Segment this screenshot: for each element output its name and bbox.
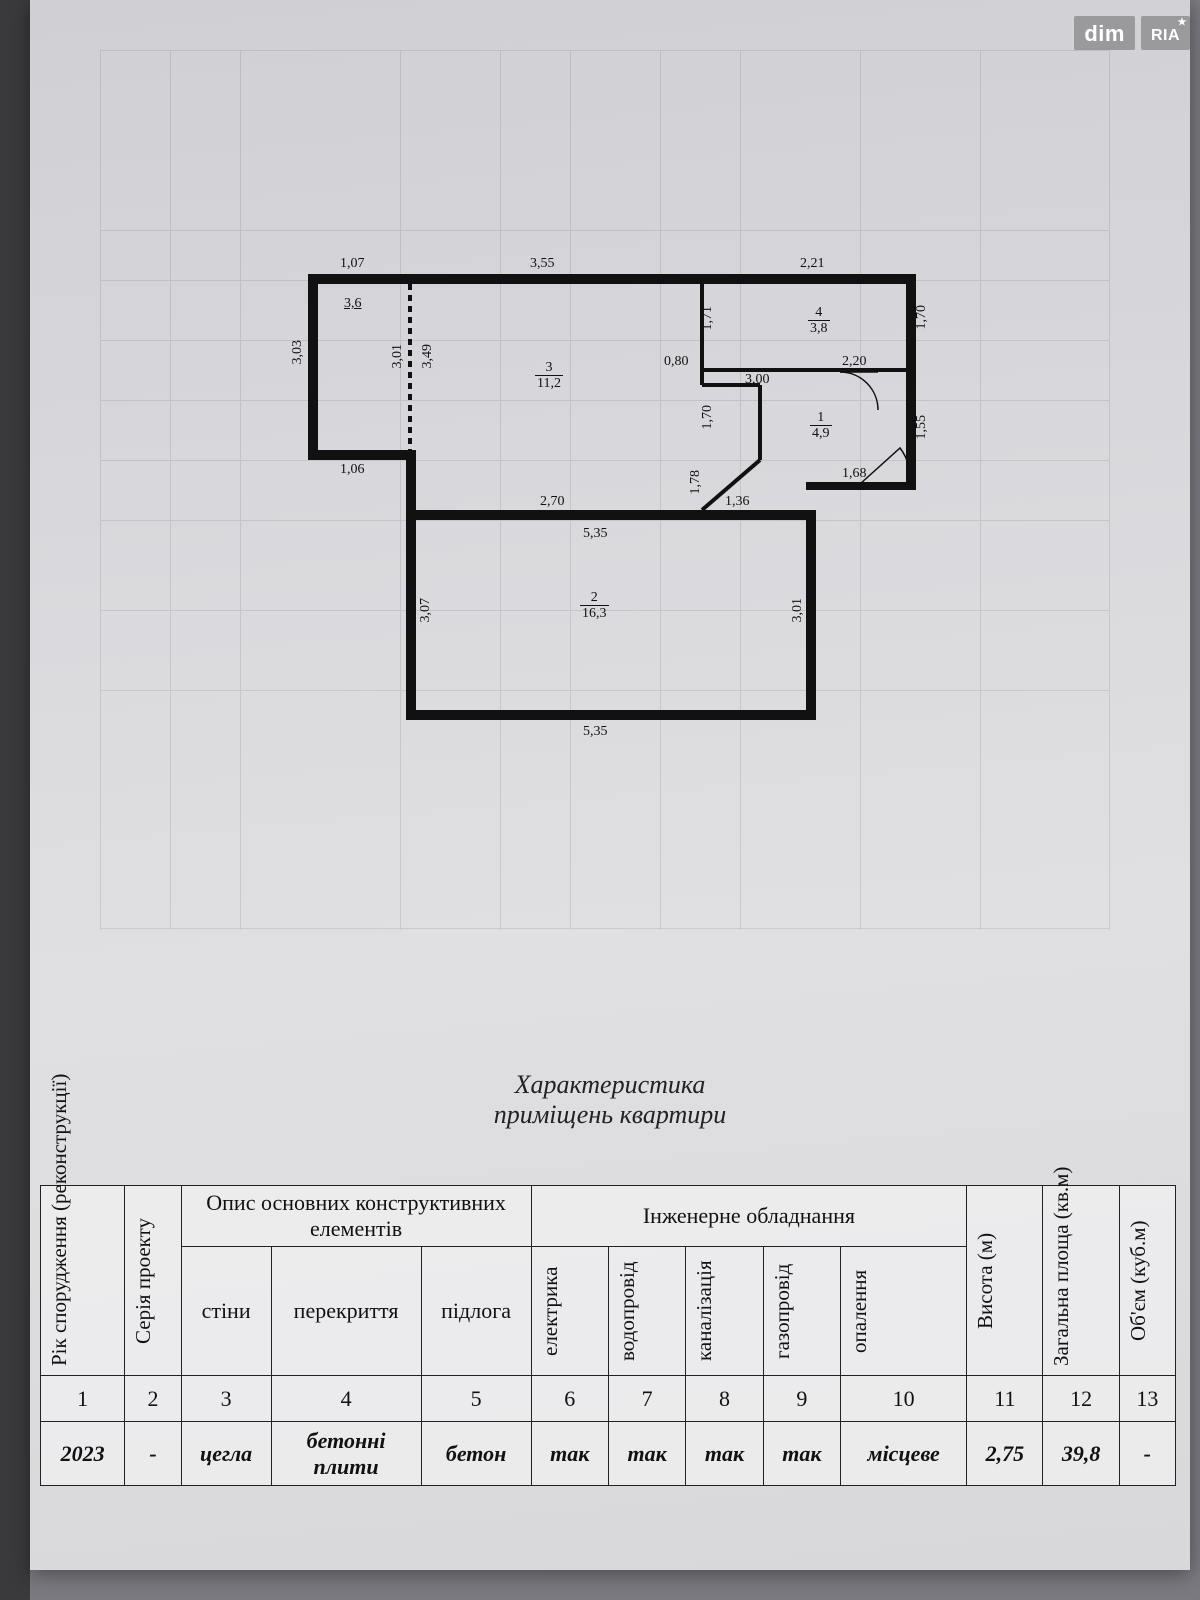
dim-3-00: 3,00 [745,372,770,388]
page-binding [0,0,30,1600]
dim-1-78: 1,78 [688,470,704,495]
hdr-series: Серія проекту [131,1196,156,1366]
hdr-eng-group: Інженерне обладнання [531,1186,967,1247]
dim-3-03: 3,03 [290,340,306,365]
dim-1-36: 1,36 [725,494,750,510]
hdr-heat: опалення [847,1251,872,1371]
room-2-label: 216,3 [580,590,609,622]
val-elec: так [531,1422,608,1486]
watermark: dim RIA★ [1074,16,1190,50]
table-caption: Характеристика приміщень квартири [30,1070,1190,1130]
val-area: 39,8 [1043,1422,1119,1486]
dim-5-35a: 5,35 [583,526,608,542]
hdr-constr-group: Опис основних конструктивних елементів [181,1186,531,1247]
dim-1-07: 1,07 [340,256,365,272]
dim-1-71: 1,71 [700,306,716,331]
room-3-label: 311,2 [535,360,563,392]
dim-2-21: 2,21 [800,256,825,272]
val-height: 2,75 [967,1422,1043,1486]
val-series: - [125,1422,181,1486]
val-water: так [608,1422,685,1486]
val-year: 2023 [41,1422,125,1486]
values-row: 2023 - цегла бетонні плити бетон так так… [41,1422,1176,1486]
dim-1-70: 1,70 [914,305,930,330]
floor-plan: 311,2 43,8 14,9 216,3 3,6 1,07 3,55 2,21… [300,250,940,750]
val-sewer: так [686,1422,763,1486]
watermark-ria: RIA★ [1141,16,1190,50]
val-walls: цегла [181,1422,271,1486]
hdr-ground: підлога [421,1247,531,1376]
dim-3-01: 3,01 [390,344,406,369]
dim-2-70: 2,70 [540,494,565,510]
hdr-sewer: каналізація [692,1251,717,1371]
dim-3-49: 3,49 [420,344,436,369]
hdr-area: Загальна площа (кв.м) [1049,1196,1074,1366]
dim-3-55: 3,55 [530,256,555,272]
characteristics-table: Рік спорудження (реконструкції) Серія пр… [40,1185,1176,1486]
room-4-label: 43,8 [808,305,830,337]
hdr-height: Висота (м) [973,1196,998,1366]
dim-5-35b: 5,35 [583,724,608,740]
hdr-gas: газопровід [770,1251,795,1371]
hdr-floors: перекриття [271,1247,421,1376]
dim-0-80: 0,80 [664,354,689,370]
val-heat: місцеве [841,1422,967,1486]
document-page: 311,2 43,8 14,9 216,3 3,6 1,07 3,55 2,21… [30,0,1190,1570]
dim-2-20: 2,20 [842,354,867,370]
dim-1-68: 1,68 [842,466,867,482]
hdr-volume: Об'єм (куб.м) [1126,1196,1151,1366]
hdr-water: водопровід [615,1251,640,1371]
hdr-elec: електрика [538,1251,563,1371]
hdr-year: Рік спорудження (реконструкції) [47,1196,72,1366]
dim-1-06: 1,06 [340,462,365,478]
val-gas: так [763,1422,840,1486]
hdr-walls: стіни [181,1247,271,1376]
watermark-dim: dim [1074,16,1135,50]
dim-3-07: 3,07 [418,598,434,623]
val-volume: - [1119,1422,1175,1486]
dim-1-70b: 1,70 [700,405,716,430]
room-5-label: 3,6 [344,296,362,311]
star-icon: ★ [1178,17,1187,28]
room-1-label: 14,9 [810,410,832,442]
val-floors: бетонні плити [271,1422,421,1486]
dim-1-55: 1,55 [914,415,930,440]
column-number-row: 12 34 56 78 910 1112 13 [41,1376,1176,1422]
dim-3-01b: 3,01 [790,598,806,623]
val-ground: бетон [421,1422,531,1486]
